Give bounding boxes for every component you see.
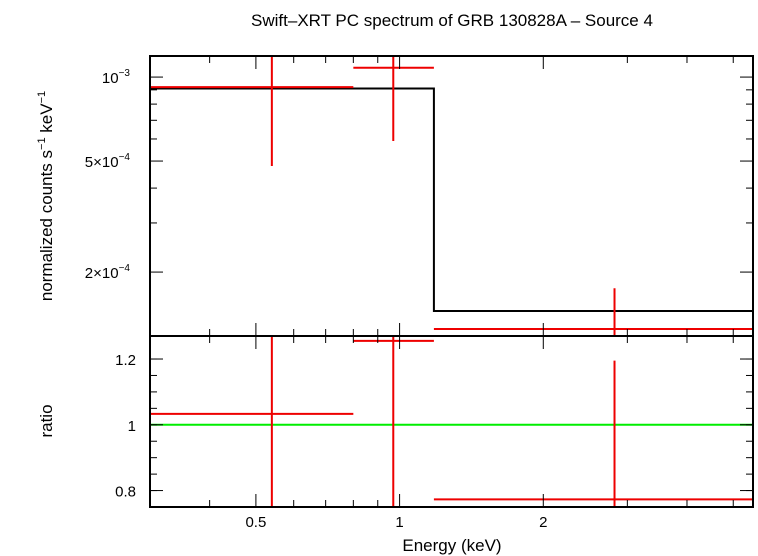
x-axis-label: Energy (keV) (402, 536, 501, 555)
spectrum-frame (149, 55, 754, 337)
y-label-mid: keV (37, 103, 56, 138)
spectrum-ytick-label-0: 10−3 (102, 68, 131, 87)
ratio-ytick-label-2: 0.8 (115, 484, 136, 501)
ytick-label-exp: −4 (119, 263, 131, 274)
y-label-main: normalized counts s (37, 150, 56, 301)
y-axis-label-spectrum: normalized counts s−1 keV−1 (36, 91, 56, 301)
ytick-label-exp: −4 (119, 152, 131, 163)
y-axis-label-ratio: ratio (37, 404, 56, 437)
ratio-frame (149, 335, 754, 508)
xtick-label-2: 2 (539, 514, 547, 531)
ytick-label-exp: −3 (119, 68, 131, 79)
spectrum-ytick-label-2: 2×10−4 (85, 263, 131, 282)
ytick-label-base: 5×10 (85, 154, 119, 171)
ratio-panel: 1.2 1 0.8 0.5 1 2 (115, 335, 754, 531)
ytick-label-base: 2×10 (85, 265, 119, 282)
spectrum-panel: 10−35×10−42×10−4 (85, 55, 754, 337)
ratio-ytick-label-0: 1.2 (115, 352, 136, 369)
y-label-sup2: −1 (36, 91, 48, 104)
ratio-ytick-label-1: 1 (128, 418, 136, 435)
ytick-label-base: 10 (102, 70, 119, 87)
xtick-label-0: 0.5 (245, 514, 266, 531)
model-line (150, 87, 753, 313)
y-label-sup1: −1 (36, 137, 48, 150)
chart-title: Swift–XRT PC spectrum of GRB 130828A – S… (251, 11, 653, 30)
xtick-label-1: 1 (395, 514, 403, 531)
spectrum-ytick-label-1: 5×10−4 (85, 152, 131, 171)
